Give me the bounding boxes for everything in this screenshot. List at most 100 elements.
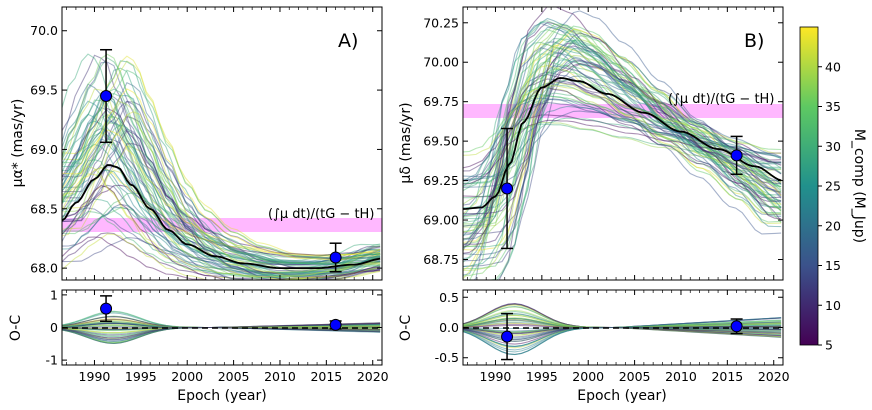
residual-curve xyxy=(62,323,381,339)
residual-curve xyxy=(62,318,381,333)
y-tick-label: 69.75 xyxy=(423,94,459,109)
orbit-curve xyxy=(62,120,381,269)
orbit-curve xyxy=(62,236,381,280)
orbit-curve xyxy=(62,54,381,265)
orbit-curve xyxy=(463,25,782,270)
data-point xyxy=(329,251,342,264)
residual-curve xyxy=(62,326,381,333)
orbit-curve xyxy=(463,117,782,184)
y-tick-label: 70.25 xyxy=(423,15,459,30)
orbit-curve xyxy=(463,17,782,276)
orbit-curve xyxy=(463,41,782,236)
data-point xyxy=(501,182,514,195)
residual-curve xyxy=(62,318,381,329)
colorbar-tick-label: 5 xyxy=(825,338,833,353)
residual-curve xyxy=(463,326,782,345)
residual-curve xyxy=(62,323,381,329)
panel-a-reference-band xyxy=(62,218,382,232)
orbit-curve xyxy=(62,124,381,265)
y-tick-label: 0 xyxy=(50,320,58,335)
panel-b-ylabel: μδ (mas/yr) xyxy=(398,102,414,183)
orbit-curve xyxy=(463,114,782,169)
panel-a-ylabel: μα* (mas/yr) xyxy=(10,99,26,188)
residual-curve xyxy=(62,326,381,338)
orbit-curve xyxy=(463,53,782,263)
orbit-curve xyxy=(62,69,381,259)
orbit-curve xyxy=(62,233,381,280)
orbit-curve xyxy=(62,198,381,279)
orbit-curve xyxy=(463,59,782,215)
residual-curve xyxy=(463,321,782,329)
panel-a-best-fit-line xyxy=(62,164,381,269)
data-point xyxy=(730,320,743,333)
orbit-curve xyxy=(62,165,381,280)
orbit-curve xyxy=(62,61,381,264)
residual-curve xyxy=(463,313,782,329)
orbit-curve xyxy=(62,101,381,270)
panel-b-residuals-yticks: -0.5 0.0 0.5 xyxy=(435,290,783,365)
orbit-curve xyxy=(463,102,782,181)
data-point xyxy=(730,149,743,162)
residual-curve xyxy=(62,325,381,332)
orbit-curve xyxy=(463,73,782,248)
orbit-curve xyxy=(463,121,782,205)
residual-curve xyxy=(62,326,381,333)
residual-curve xyxy=(62,326,381,340)
orbit-curve xyxy=(463,47,782,209)
orbit-curve xyxy=(463,21,782,240)
residual-curve xyxy=(463,317,782,329)
orbit-curve xyxy=(463,98,782,182)
residual-curve xyxy=(62,325,381,332)
orbit-curve xyxy=(62,53,381,262)
residual-curve xyxy=(62,322,381,329)
panel-a-residuals-yticks: -1 0 1 xyxy=(46,287,382,368)
panel-b-annotation: (∫μ dt)/(tG − tH) xyxy=(668,92,774,107)
data-point xyxy=(501,330,514,343)
residual-curve xyxy=(62,316,381,329)
residual-curve xyxy=(463,314,782,329)
panel-b-best-fit-line xyxy=(463,77,782,210)
residual-curve xyxy=(463,326,782,332)
panel-b-xticks xyxy=(467,7,784,280)
residual-curve xyxy=(463,321,782,355)
residual-curve xyxy=(62,315,381,329)
residual-curve xyxy=(463,326,782,338)
residual-curve xyxy=(463,320,782,333)
residual-curve xyxy=(463,318,782,335)
orbit-curve xyxy=(62,140,381,280)
orbit-curve xyxy=(463,94,782,188)
orbit-curve xyxy=(463,26,782,248)
residual-curve xyxy=(62,322,381,331)
residual-curve xyxy=(463,326,782,341)
residual-curve xyxy=(463,305,782,336)
orbit-curve xyxy=(463,57,782,262)
residual-curve xyxy=(463,317,782,347)
residual-curve xyxy=(62,318,381,331)
residual-curve xyxy=(62,326,381,334)
orbit-curve xyxy=(463,87,782,247)
residual-curve xyxy=(463,326,782,333)
orbit-curve xyxy=(62,206,381,277)
orbit-curve xyxy=(62,60,381,265)
colorbar-label: M_comp (M_Jup) xyxy=(851,129,867,243)
orbit-curve xyxy=(62,167,381,256)
x-tick-label: 1995 xyxy=(125,369,157,384)
residual-curve xyxy=(62,325,381,342)
y-tick-label: 1 xyxy=(50,287,58,302)
y-tick-label: 68.5 xyxy=(30,201,58,216)
panel-b-residuals-xticks: 1990 1995 2000 2005 2010 2015 2020 xyxy=(467,290,790,384)
orbit-curve xyxy=(463,23,782,245)
orbit-curve xyxy=(62,184,381,259)
orbit-curve xyxy=(463,21,782,237)
orbit-curve xyxy=(463,43,782,280)
colorbar-tick-label: 15 xyxy=(825,258,841,273)
orbit-curve xyxy=(62,129,381,257)
colorbar-tick-label: 10 xyxy=(825,298,841,313)
orbit-curve xyxy=(62,192,381,268)
orbit-curve xyxy=(463,97,782,183)
y-tick-label: 69.25 xyxy=(423,173,459,188)
orbit-curve xyxy=(62,237,381,275)
residual-curve xyxy=(62,323,381,331)
x-tick-label: 2015 xyxy=(711,369,743,384)
orbit-curve xyxy=(463,35,782,248)
